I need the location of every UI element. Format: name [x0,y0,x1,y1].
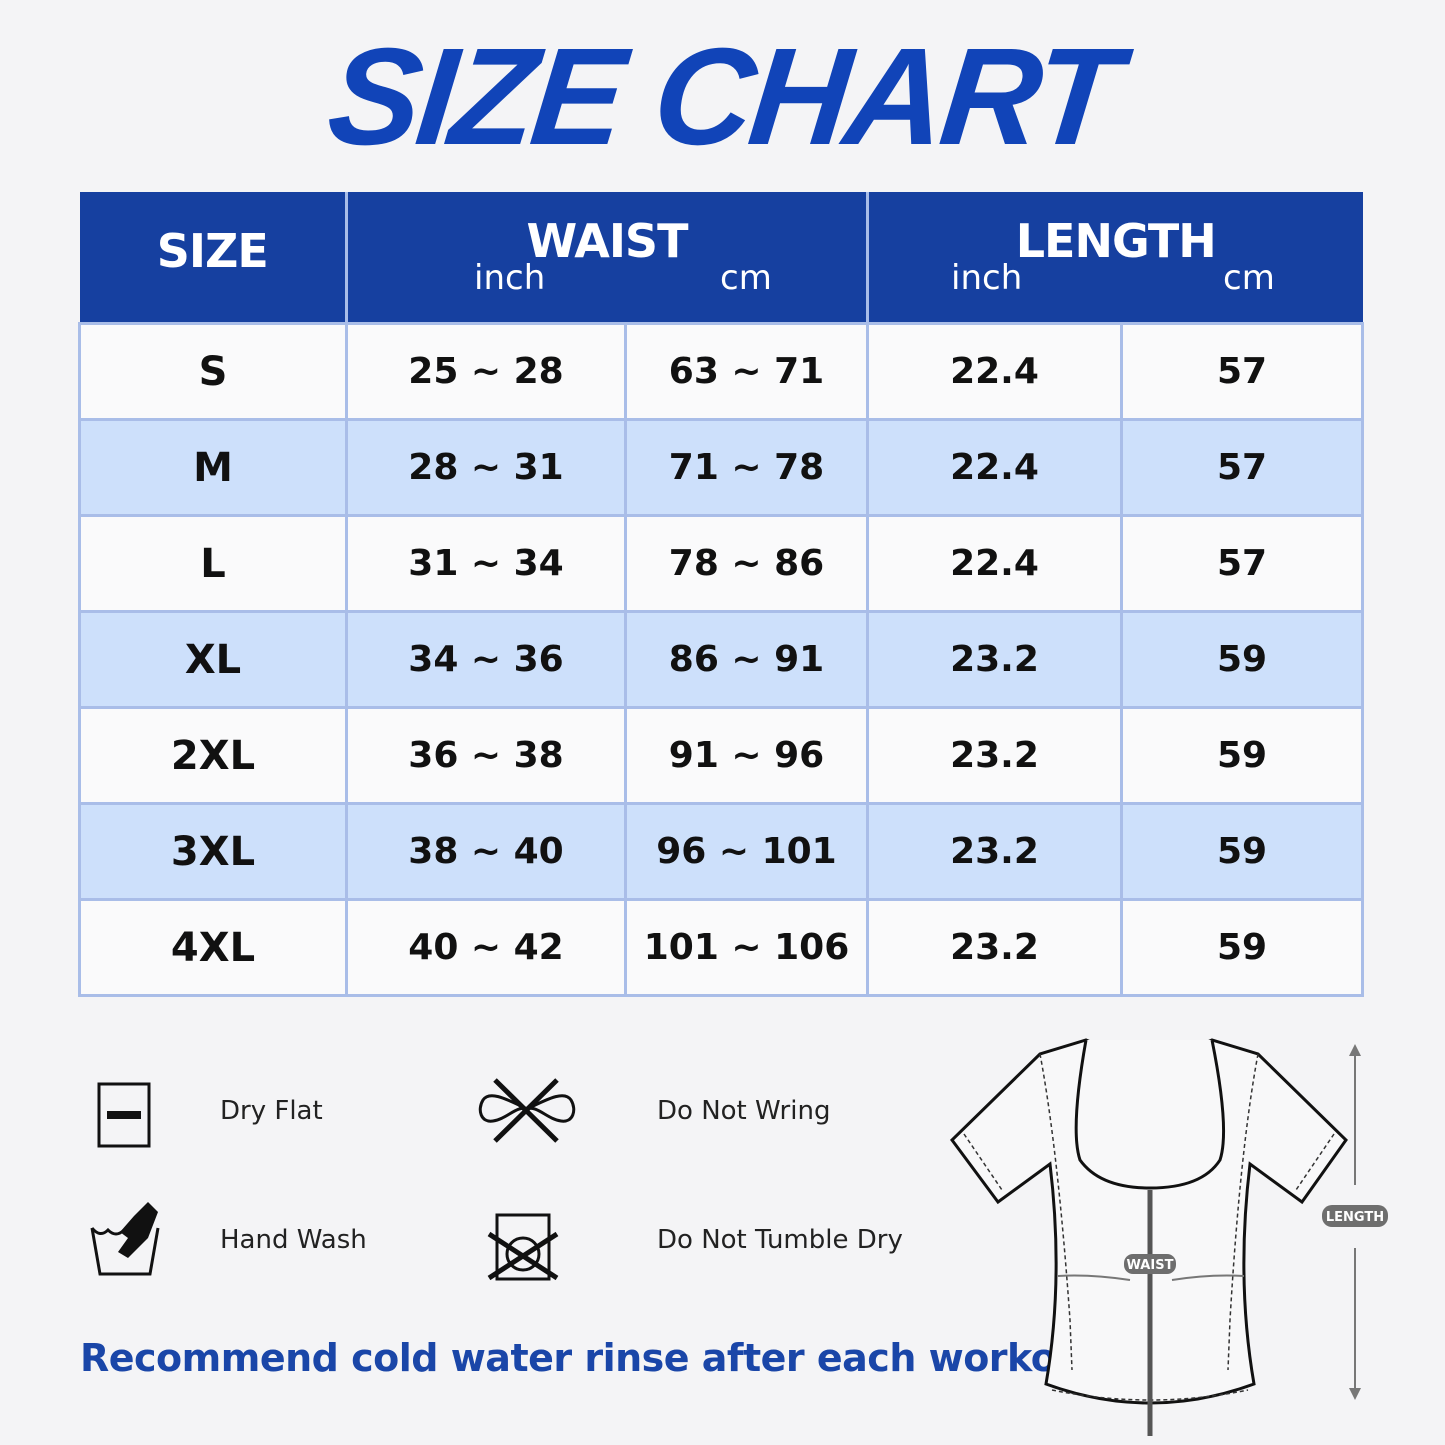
length-diagram-label: LENGTH [1326,1210,1384,1225]
cell-waist-cm: 78 ~ 86 [624,514,869,613]
size-table: SIZE WAIST inch cm LENGTH inch cm S 25 ~ … [78,192,1364,997]
hand-wash-label: Hand Wash [220,1225,367,1255]
cell-waist-cm: 101 ~ 106 [624,898,869,997]
cell-waist-in: 28 ~ 31 [345,418,627,517]
table-row: 3XL 38 ~ 40 96 ~ 101 23.2 59 [78,802,1364,901]
cell-length-cm: 57 [1120,322,1364,421]
header-size: SIZE [79,192,348,324]
table-row: 4XL 40 ~ 42 101 ~ 106 23.2 59 [78,898,1364,997]
length-cm-label: cm [1223,258,1275,298]
cell-waist-cm: 91 ~ 96 [624,706,869,805]
do-not-wring-icon [478,1078,576,1143]
table-row: S 25 ~ 28 63 ~ 71 22.4 57 [78,322,1364,421]
dry-flat-icon [97,1082,151,1148]
cell-waist-cm: 86 ~ 91 [624,610,869,709]
cell-size: S [78,322,348,421]
cell-size: 2XL [78,706,348,805]
cell-waist-in: 40 ~ 42 [345,898,627,997]
table-row: M 28 ~ 31 71 ~ 78 22.4 57 [78,418,1364,517]
cell-length-in: 23.2 [866,802,1123,901]
cell-waist-cm: 71 ~ 78 [624,418,869,517]
cell-length-in: 22.4 [866,322,1123,421]
cell-length-cm: 59 [1120,610,1364,709]
dry-flat-label: Dry Flat [220,1096,323,1126]
do-not-wring-label: Do Not Wring [657,1096,831,1126]
length-inch-label: inch [951,258,1023,298]
cell-waist-in: 34 ~ 36 [345,610,627,709]
cell-waist-cm: 63 ~ 71 [624,322,869,421]
table-row: XL 34 ~ 36 86 ~ 91 23.2 59 [78,610,1364,709]
cell-waist-in: 38 ~ 40 [345,802,627,901]
cell-length-in: 23.2 [866,898,1123,997]
do-not-tumble-dry-icon [487,1213,559,1281]
cell-length-in: 23.2 [866,706,1123,805]
cell-length-in: 22.4 [866,418,1123,517]
cell-length-cm: 59 [1120,706,1364,805]
recommendation-text: Recommend cold water rinse after each wo… [80,1336,1115,1380]
waist-diagram-label: WAIST [1127,1258,1174,1273]
cell-length-cm: 59 [1120,898,1364,997]
cell-size: XL [78,610,348,709]
header-waist: WAIST inch cm [346,192,869,324]
cell-waist-in: 36 ~ 38 [345,706,627,805]
cell-size: 3XL [78,802,348,901]
cell-waist-in: 31 ~ 34 [345,514,627,613]
page-title: SIZE CHART [321,20,1124,174]
garment-diagram: WAIST LENGTH [950,1038,1388,1436]
cell-length-cm: 57 [1120,514,1364,613]
cell-waist-cm: 96 ~ 101 [624,802,869,901]
cell-length-cm: 59 [1120,802,1364,901]
table-row: L 31 ~ 34 78 ~ 86 22.4 57 [78,514,1364,613]
hand-wash-icon [90,1202,160,1276]
do-not-tumble-dry-label: Do Not Tumble Dry [657,1225,903,1255]
cell-size: L [78,514,348,613]
cell-length-in: 23.2 [866,610,1123,709]
header-length: LENGTH inch cm [867,192,1363,324]
cell-size: M [78,418,348,517]
waist-cm-label: cm [720,258,772,298]
cell-waist-in: 25 ~ 28 [345,322,627,421]
waist-inch-label: inch [474,258,546,298]
table-row: 2XL 36 ~ 38 91 ~ 96 23.2 59 [78,706,1364,805]
cell-length-cm: 57 [1120,418,1364,517]
cell-length-in: 22.4 [866,514,1123,613]
cell-size: 4XL [78,898,348,997]
